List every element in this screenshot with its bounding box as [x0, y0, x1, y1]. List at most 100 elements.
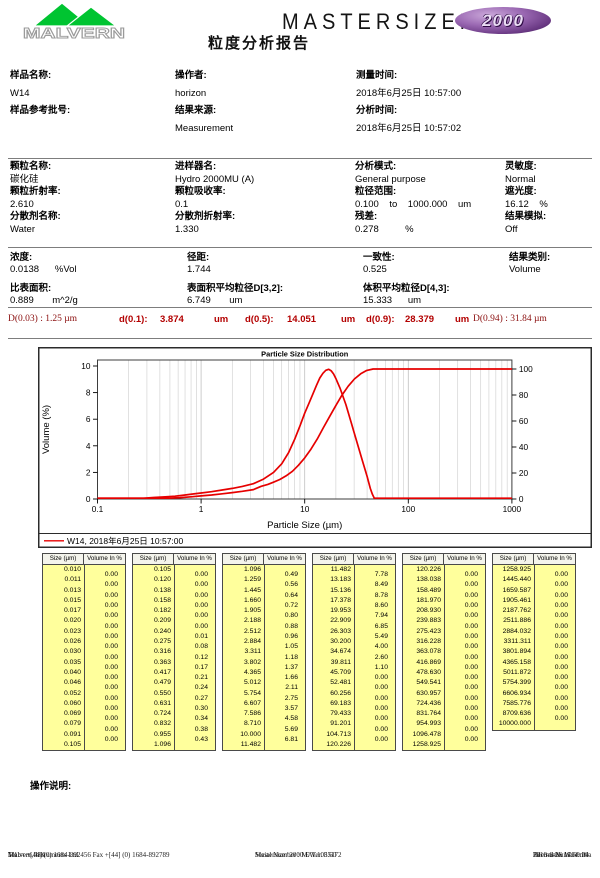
field-label: 体积平均粒径D[4,3]:: [363, 283, 450, 294]
svg-text:0: 0: [86, 494, 91, 504]
volume-cell: 0.00: [104, 725, 118, 733]
volume-cell: 6.81: [284, 735, 298, 743]
svg-text:10: 10: [81, 361, 91, 371]
result-statistics-section: 浓度: 0.0138 %Vol 比表面积: 0.889 m^2/g 径距: 1.744 表面…: [10, 252, 550, 314]
volume-cell: 4.58: [284, 715, 298, 723]
size-table-group: Size (µm) Volume In % 120.226 138.038 158.48…: [402, 553, 486, 752]
size-table-body: 0.010 0.011 0.013 0.015 0.017 0.020 0.023 0.026…: [43, 565, 125, 751]
particle-size-distribution-chart: Particle Size Distribution02468100204060…: [38, 347, 592, 548]
size-cell: 5.012: [243, 679, 261, 687]
size-cell: 0.417: [153, 668, 171, 676]
field-value: 2018年6月25日 10:57:00: [356, 87, 462, 99]
size-column-header: Size (µm): [403, 554, 445, 564]
volume-cell: 0.00: [554, 581, 568, 589]
size-cell: 5754.399: [502, 679, 531, 687]
size-cell: 17.378: [330, 596, 351, 604]
size-cell: 239.883: [416, 617, 441, 625]
size-cell: 4.365: [243, 668, 261, 676]
volume-cell: 0.00: [464, 663, 478, 671]
volume-column: 0.00 0.00 0.00 0.00 0.00 0.00 0.01 0.08 0.12 0.17…: [173, 565, 215, 751]
size-table-group: Size (µm) Volume In % 0.010 0.011 0.013 0.015…: [42, 553, 126, 752]
label-value-pair: 表面积平均粒径D[3,2]: 6.749 um: [187, 283, 363, 306]
size-cell: 45.709: [330, 668, 351, 676]
volume-column-header: Volume In %: [87, 555, 122, 562]
size-cell: 6606.934: [502, 689, 531, 697]
size-volume-table: Size (µm) Volume In % 0.010 0.011 0.013 0.015…: [42, 553, 576, 753]
volume-cell: 2.75: [284, 694, 298, 702]
volume-cell: 0.00: [554, 663, 568, 671]
volume-cell: 0.34: [194, 715, 208, 723]
size-cell: 22.909: [330, 617, 351, 625]
size-cell: 39.811: [330, 658, 351, 666]
volume-cell: 0.00: [464, 602, 478, 610]
field-label: 一致性:: [363, 252, 395, 263]
size-cell: 316.228: [416, 638, 441, 646]
volume-column-header: Volume In %: [177, 555, 212, 562]
divider: [8, 247, 592, 248]
size-cell: 549.541: [416, 679, 441, 687]
volume-cell: 0.00: [464, 705, 478, 712]
divider: [8, 338, 592, 339]
field-label: 表面积平均粒径D[3,2]:: [187, 283, 284, 294]
label-value-pair: 颗粒吸收率: 0.1: [175, 186, 355, 211]
d003-value: D(0.03) : 1.25 µm: [8, 314, 78, 324]
volume-column-header: Volume In %: [537, 555, 572, 562]
size-cell: 10000.000: [498, 720, 531, 728]
size-cell: 0.275: [153, 638, 171, 646]
label-value-pair: 一致性: 0.525: [363, 252, 509, 275]
volume-cell: 0.00: [104, 663, 118, 671]
brand-title: MASTERSIZER: [282, 10, 480, 35]
label-value-pair: 比表面积: 0.889 m^2/g: [10, 283, 187, 306]
label-value-pair: 样品名称: W14: [10, 67, 175, 102]
volume-cell: 0.00: [104, 694, 118, 702]
svg-text:1: 1: [199, 504, 204, 514]
volume-cell: 0.49: [284, 571, 298, 579]
volume-cell: 2.11: [285, 684, 298, 692]
size-cell: 3801.894: [502, 648, 531, 656]
size-table-body: 11.482 13.183 15.136 17.378 19.953 22.909 26.3…: [313, 565, 395, 751]
divider: [8, 158, 592, 159]
volume-cell: 2.60: [374, 653, 388, 661]
volume-cell: 1.66: [284, 674, 298, 682]
svg-text:100: 100: [519, 364, 533, 374]
label-value-pair: 结果来源: Measurement: [175, 102, 356, 137]
size-cell: 0.724: [153, 710, 171, 718]
volume-cell: 4.00: [374, 643, 388, 651]
volume-cell: 0.00: [194, 581, 208, 589]
size-table-body: 1258.925 1445.440 1659.587 1905.461 2187.762…: [493, 565, 575, 730]
volume-cell: 5.69: [284, 725, 298, 733]
size-cell: 5011.872: [503, 668, 531, 676]
field-value: W14: [10, 87, 30, 99]
size-cell: 0.138: [153, 586, 171, 594]
volume-column-header: Volume In %: [447, 555, 482, 562]
volume-cell: 0.00: [104, 591, 118, 599]
svg-text:80: 80: [519, 390, 529, 400]
size-cell: 2.512: [243, 627, 261, 635]
size-cell: 208.930: [416, 607, 441, 615]
size-cell: 1.259: [243, 576, 261, 584]
size-cell: 0.550: [153, 689, 171, 697]
volume-cell: 0.00: [374, 735, 388, 743]
volume-cell: 0.00: [374, 705, 388, 712]
size-cell: 0.182: [153, 607, 171, 615]
footer-line: File name: W14.mea: [533, 851, 592, 859]
size-cell: 0.060: [63, 699, 81, 707]
field-label: 灵敏度:: [505, 161, 537, 172]
info-column: 测量时间: 2018年6月25日 10:57:00 分析时间: 2018年6月25日 …: [356, 67, 461, 137]
volume-column-header: Volume In %: [357, 555, 392, 562]
size-cell: 0.035: [63, 658, 81, 666]
volume-cell: 0.00: [374, 674, 388, 682]
volume-cell: 3.57: [284, 705, 298, 712]
svg-text:20: 20: [519, 468, 529, 478]
size-table-header: Size (µm) Volume In %: [223, 554, 305, 565]
volume-cell: 0.80: [284, 612, 298, 620]
size-column: 0.105 0.120 0.138 0.158 0.182 0.209 0.240 0.275…: [133, 565, 174, 750]
size-cell: 8.710: [243, 720, 261, 728]
volume-cell: 0.00: [554, 715, 568, 723]
field-value: Water: [10, 223, 35, 235]
volume-column: 0.00 0.00 0.00 0.00 0.00 0.00 0.00 0.00 0.00 0.00…: [533, 565, 575, 730]
volume-column-header: Volume In %: [267, 555, 302, 562]
svg-text:2: 2: [86, 467, 91, 477]
field-value: 15.333 um: [363, 294, 422, 306]
d01-value: 3.874: [160, 314, 184, 325]
